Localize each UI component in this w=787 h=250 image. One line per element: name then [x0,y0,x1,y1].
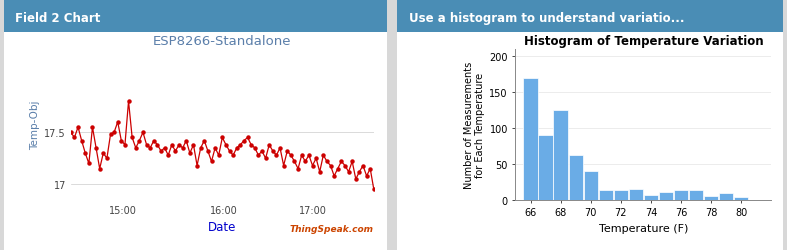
Bar [719,193,733,200]
Bar [674,191,688,200]
Bar [553,111,567,200]
Bar [599,191,613,200]
Bar [584,172,598,200]
Y-axis label: Temp-Obj: Temp-Obj [30,100,40,150]
Bar [523,78,538,200]
Bar [614,191,628,200]
Bar [734,197,748,200]
Bar [538,136,552,200]
Bar [659,192,673,200]
X-axis label: Date: Date [208,220,237,233]
Bar [689,191,703,200]
X-axis label: Temperature (F): Temperature (F) [599,223,688,233]
Text: Field 2 Chart: Field 2 Chart [16,12,101,25]
Bar [629,189,643,200]
Title: ESP8266-Standalone: ESP8266-Standalone [153,34,291,48]
Bar [704,196,719,200]
Bar [644,196,658,200]
Title: Histogram of Temperature Variation: Histogram of Temperature Variation [523,34,763,48]
Y-axis label: Number of Measurements
for Each Temperature: Number of Measurements for Each Temperat… [464,62,485,188]
Text: ThingSpeak.com: ThingSpeak.com [290,224,374,233]
Text: Use a histogram to understand variatio...: Use a histogram to understand variatio..… [409,12,685,25]
Bar [568,155,583,200]
